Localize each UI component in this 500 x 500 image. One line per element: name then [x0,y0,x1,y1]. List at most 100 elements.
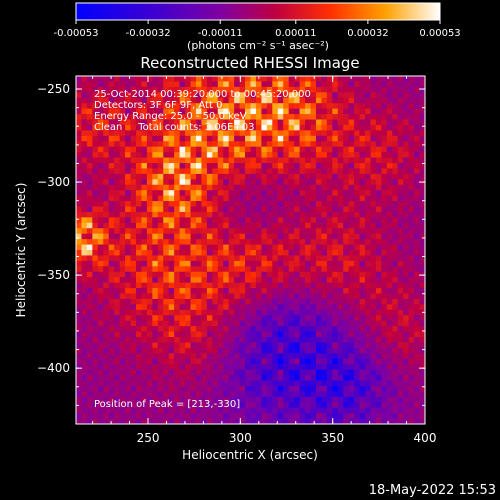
heatmap-cell [392,375,399,381]
heatmap-cell [321,293,328,300]
heatmap-cell [283,201,290,207]
heatmap-cell [332,179,339,186]
heatmap-cell [305,119,311,126]
heatmap-cell [397,173,404,180]
heatmap-cell [272,271,279,278]
heatmap-cell [97,320,104,327]
heatmap-cell [152,190,159,197]
heatmap-cell [250,163,257,169]
heatmap-cell [190,124,197,131]
heatmap-cell [261,315,268,322]
heatmap-cell [343,331,350,338]
heatmap-cell [174,347,181,354]
heatmap-cell [245,364,251,371]
heatmap-cell [157,353,164,360]
heatmap-cell [392,413,399,419]
heatmap-cell [234,239,240,245]
heatmap-cell [332,244,339,251]
heatmap-cell [190,309,197,316]
heatmap-cell [76,288,82,294]
heatmap-cell [403,326,410,332]
heatmap-cell [277,119,284,126]
heatmap-cell [381,337,388,343]
heatmap-cell [261,364,268,371]
heatmap-cell [392,369,399,376]
heatmap-cell [414,217,420,224]
heatmap-cell [288,347,295,354]
heatmap-cell [386,418,393,424]
heatmap-cell [294,244,300,251]
heatmap-cell [195,195,202,202]
heatmap-cell [141,407,148,414]
heatmap-cell [250,315,257,322]
heatmap-cell [375,309,382,316]
heatmap-cell [310,282,317,289]
heatmap-cell [283,233,290,240]
heatmap-cell [108,326,115,332]
heatmap-cell [288,304,295,311]
heatmap-cell [403,97,410,104]
heatmap-cell [81,396,88,403]
heatmap-cell [294,76,300,82]
heatmap-cell [294,375,300,381]
heatmap-cell [108,103,115,110]
heatmap-cell [414,391,420,398]
heatmap-cell [125,250,131,256]
heatmap-cell [146,108,153,115]
heatmap-cell [223,260,230,267]
heatmap-cell [365,369,371,376]
heatmap-cell [359,266,366,273]
heatmap-cell [277,168,284,175]
heatmap-cell [315,309,322,316]
heatmap-cell [168,337,175,343]
heatmap-cell [365,211,371,218]
heatmap-cell [381,135,388,142]
heatmap-cell [359,141,366,148]
heatmap-cell [348,211,355,218]
heatmap-cell [201,282,208,289]
heatmap-cell [163,201,170,207]
heatmap-cell [348,141,355,148]
heatmap-cell [245,260,251,267]
heatmap-cell [310,92,317,99]
heatmap-cell [195,396,202,403]
heatmap-cell [125,331,131,338]
heatmap-cell [245,255,251,262]
heatmap-cell [223,184,230,191]
heatmap-cell [354,337,360,343]
heatmap-cell [299,244,306,251]
heatmap-cell [125,282,131,289]
heatmap-cell [206,239,213,245]
heatmap-cell [185,293,191,300]
heatmap-cell [326,391,333,398]
heatmap-cell [108,353,115,360]
heatmap-cell [217,288,224,294]
heatmap-cell [403,315,410,322]
heatmap-cell [174,320,181,327]
heatmap-cell [321,369,328,376]
heatmap-cell [108,228,115,235]
heatmap-cell [321,124,328,131]
heatmap-cell [97,293,104,300]
heatmap-cell [375,92,382,99]
heatmap-cell [315,353,322,360]
heatmap-cell [283,244,290,251]
heatmap-cell [277,402,284,409]
heatmap-cell [403,195,410,202]
heatmap-cell [348,168,355,175]
heatmap-cell [294,81,300,88]
heatmap-cell [354,103,360,110]
heatmap-cell [217,282,224,289]
heatmap-cell [332,320,339,327]
heatmap-cell [234,195,240,202]
heatmap-cell [97,250,104,256]
heatmap-cell [288,358,295,365]
heatmap-cell [337,391,344,398]
heatmap-cell [163,282,170,289]
heatmap-cell [354,97,360,104]
heatmap-cell [185,353,191,360]
heatmap-cell [234,119,240,126]
heatmap-cell [348,326,355,332]
heatmap-cell [135,157,142,164]
heatmap-cell [414,92,420,99]
